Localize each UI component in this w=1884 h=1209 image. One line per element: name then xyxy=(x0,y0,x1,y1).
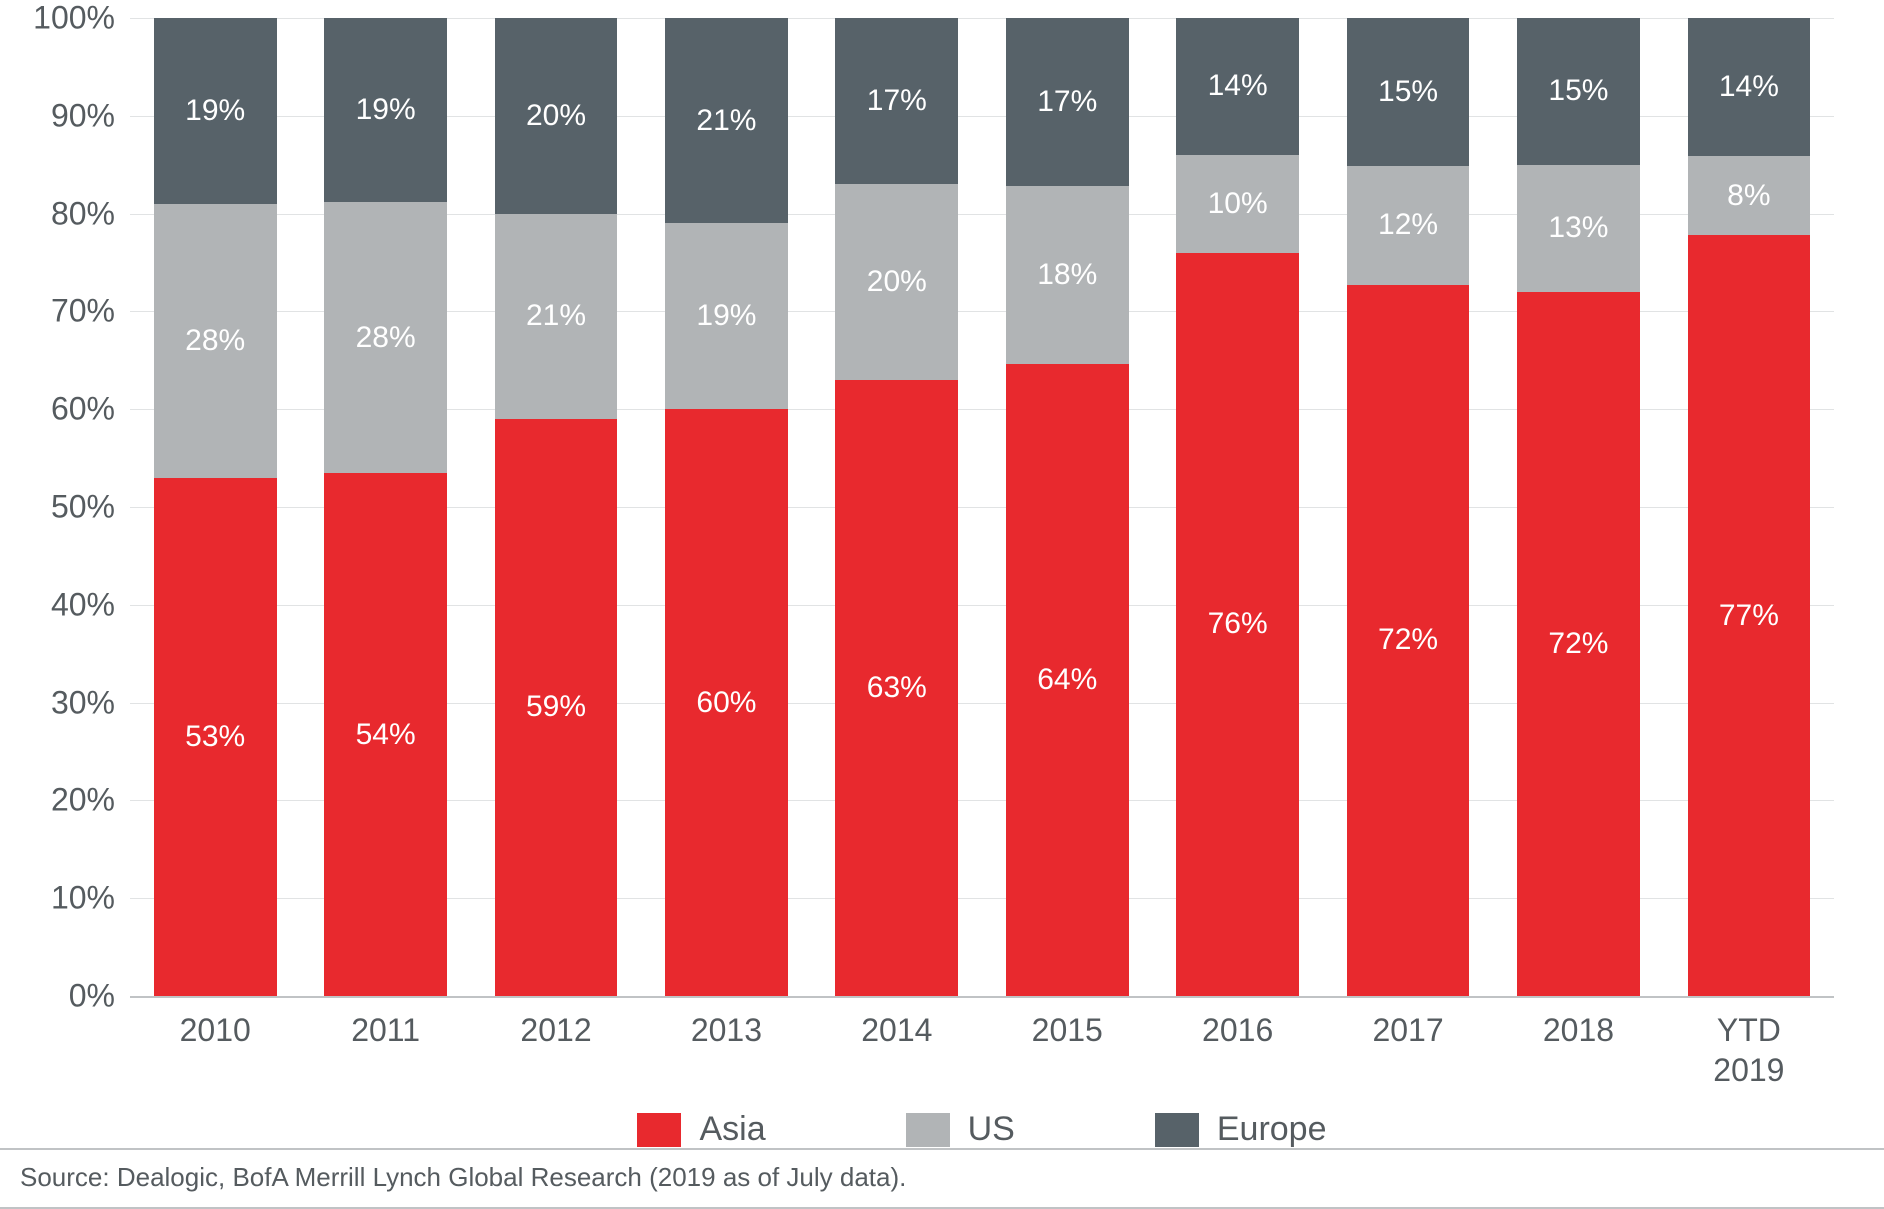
bar-segment-us: 19% xyxy=(665,223,788,409)
bar-segment-asia: 59% xyxy=(495,419,618,996)
y-axis-tick-label: 20% xyxy=(25,782,115,819)
x-axis-category-label: 2011 xyxy=(300,996,470,1050)
bar-segment-asia: 60% xyxy=(665,409,788,996)
bar-column: 59%21%20%2012 xyxy=(471,18,641,996)
bar-segment-us: 8% xyxy=(1688,156,1811,235)
bar-column: 64%18%17%2015 xyxy=(982,18,1152,996)
stacked-bar: 64%18%17% xyxy=(1006,18,1129,996)
stacked-bar: 54%28%19% xyxy=(324,18,447,996)
y-axis-tick-label: 90% xyxy=(25,97,115,134)
x-axis-category-label: 2014 xyxy=(812,996,982,1050)
bar-segment-asia: 54% xyxy=(324,473,447,996)
bar-column: 76%10%14%2016 xyxy=(1152,18,1322,996)
legend-swatch xyxy=(1155,1113,1199,1147)
bar-column: 77%8%14%YTD2019 xyxy=(1664,18,1834,996)
bar-column: 53%28%19%2010 xyxy=(130,18,300,996)
bar-segment-europe: 20% xyxy=(495,18,618,214)
stacked-bar: 59%21%20% xyxy=(495,18,618,996)
bar-segment-asia: 64% xyxy=(1006,364,1129,996)
bar-segment-asia: 53% xyxy=(154,478,277,996)
bar-segment-us: 13% xyxy=(1517,165,1640,292)
bar-segment-asia: 77% xyxy=(1688,235,1811,996)
bar-segment-us: 10% xyxy=(1176,155,1299,253)
legend-item-asia: Asia xyxy=(637,1110,765,1149)
y-axis-tick-label: 0% xyxy=(25,978,115,1015)
legend: Asia US Europe xyxy=(130,1110,1834,1149)
y-axis-tick-label: 10% xyxy=(25,880,115,917)
bar-segment-asia: 76% xyxy=(1176,253,1299,996)
legend-swatch xyxy=(637,1113,681,1147)
x-axis-category-label: 2017 xyxy=(1323,996,1493,1050)
bar-segment-asia: 63% xyxy=(835,380,958,996)
bar-segment-us: 28% xyxy=(324,202,447,473)
chart-container: 0%10%20%30%40%50%60%70%80%90%100% 53%28%… xyxy=(0,0,1884,1209)
source-footer: Source: Dealogic, BofA Merrill Lynch Glo… xyxy=(0,1148,1884,1209)
x-axis-category-label: 2016 xyxy=(1152,996,1322,1050)
bar-column: 54%28%19%2011 xyxy=(300,18,470,996)
source-text: Source: Dealogic, BofA Merrill Lynch Glo… xyxy=(20,1162,906,1192)
legend-label: US xyxy=(968,1110,1015,1149)
bar-segment-europe: 15% xyxy=(1347,18,1470,166)
bar-segment-us: 18% xyxy=(1006,186,1129,364)
stacked-bar: 76%10%14% xyxy=(1176,18,1299,996)
bar-segment-asia: 72% xyxy=(1517,292,1640,996)
bar-segment-europe: 15% xyxy=(1517,18,1640,165)
legend-item-europe: Europe xyxy=(1155,1110,1327,1149)
bars-area: 53%28%19%201054%28%19%201159%21%20%20126… xyxy=(130,18,1834,996)
stacked-bar: 63%20%17% xyxy=(835,18,958,996)
bar-segment-europe: 19% xyxy=(154,18,277,204)
x-axis-category-label: 2015 xyxy=(982,996,1152,1050)
stacked-bar: 60%19%21% xyxy=(665,18,788,996)
bar-column: 72%12%15%2017 xyxy=(1323,18,1493,996)
bar-segment-us: 21% xyxy=(495,214,618,419)
bar-segment-asia: 72% xyxy=(1347,285,1470,996)
bar-segment-us: 20% xyxy=(835,184,958,380)
y-axis-tick-label: 80% xyxy=(25,195,115,232)
bar-segment-europe: 19% xyxy=(324,18,447,202)
y-axis-tick-label: 60% xyxy=(25,391,115,428)
bar-column: 63%20%17%2014 xyxy=(812,18,982,996)
stacked-bar: 72%12%15% xyxy=(1347,18,1470,996)
legend-label: Europe xyxy=(1217,1110,1327,1149)
bar-segment-us: 28% xyxy=(154,204,277,478)
stacked-bar: 72%13%15% xyxy=(1517,18,1640,996)
y-axis-tick-label: 40% xyxy=(25,586,115,623)
legend-label: Asia xyxy=(699,1110,765,1149)
y-axis-tick-label: 70% xyxy=(25,293,115,330)
x-axis-category-label: 2012 xyxy=(471,996,641,1050)
bar-segment-us: 12% xyxy=(1347,166,1470,285)
x-axis-category-label: 2010 xyxy=(130,996,300,1050)
y-axis-tick-label: 100% xyxy=(25,0,115,37)
bar-segment-europe: 14% xyxy=(1688,18,1811,156)
x-axis-category-label: YTD2019 xyxy=(1664,996,1834,1090)
bar-column: 60%19%21%2013 xyxy=(641,18,811,996)
bar-segment-europe: 17% xyxy=(1006,18,1129,186)
x-axis-category-label: 2013 xyxy=(641,996,811,1050)
bar-segment-europe: 21% xyxy=(665,18,788,223)
bar-column: 72%13%15%2018 xyxy=(1493,18,1663,996)
x-axis-category-label: 2018 xyxy=(1493,996,1663,1050)
legend-item-us: US xyxy=(906,1110,1015,1149)
bar-segment-europe: 17% xyxy=(835,18,958,184)
y-axis-tick-label: 50% xyxy=(25,489,115,526)
legend-swatch xyxy=(906,1113,950,1147)
y-axis-tick-label: 30% xyxy=(25,684,115,721)
plot-area: 0%10%20%30%40%50%60%70%80%90%100% 53%28%… xyxy=(130,18,1834,998)
bar-segment-europe: 14% xyxy=(1176,18,1299,155)
stacked-bar: 53%28%19% xyxy=(154,18,277,996)
stacked-bar: 77%8%14% xyxy=(1688,18,1811,996)
